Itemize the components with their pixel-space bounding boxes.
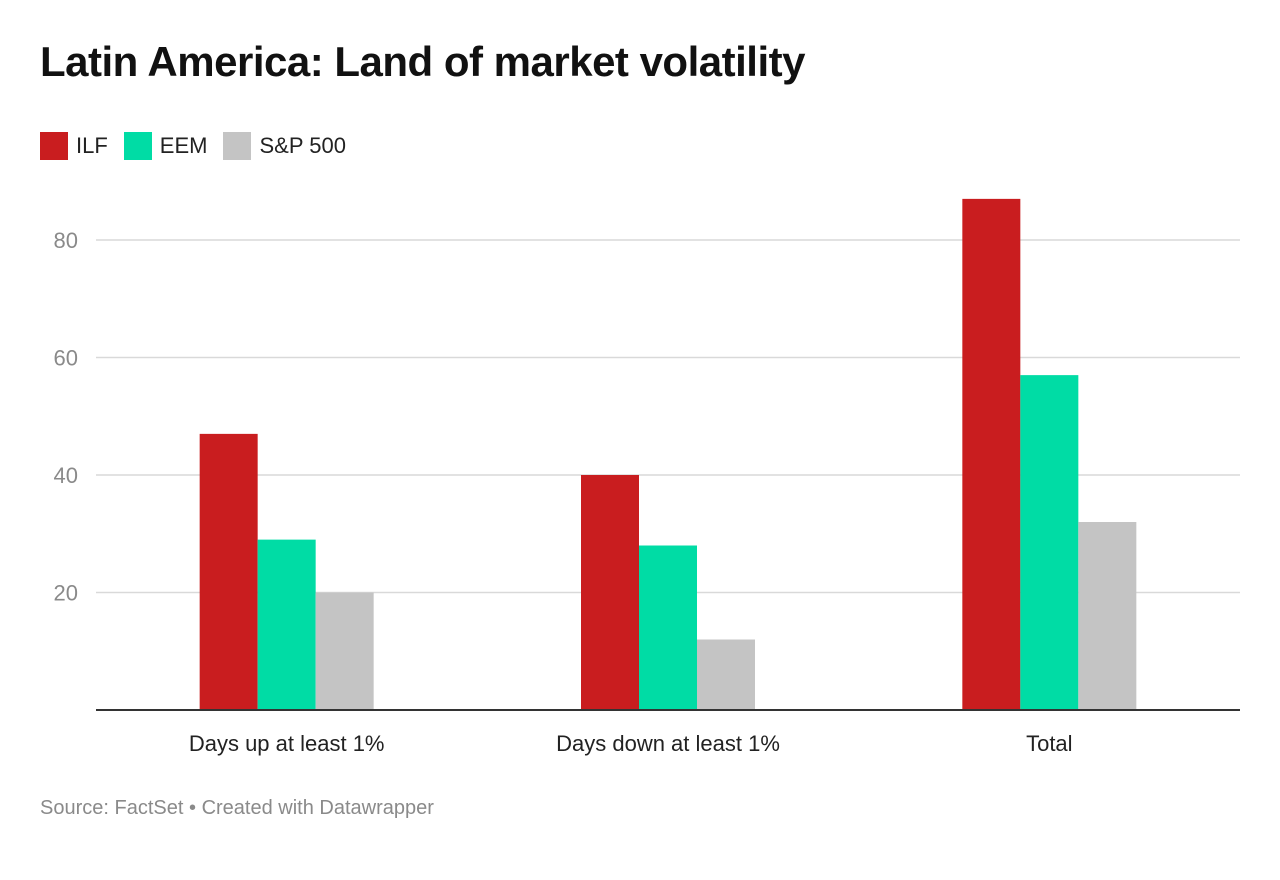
legend-label-sp500: S&P 500 (259, 133, 346, 158)
footer-separator: • (188, 797, 196, 819)
y-tick-label-60: 60 (54, 346, 78, 371)
legend-label-eem: EEM (159, 133, 208, 158)
x-category-label-1: Days up at least 1% (189, 731, 385, 756)
bar-ilf-3 (962, 198, 1021, 710)
bar-eem-1 (257, 539, 316, 710)
legend-item-ilf: ILF (40, 132, 108, 160)
bar-eem-2 (639, 545, 697, 710)
legend-label-ilf: ILF (76, 133, 108, 158)
source-name: FactSet (114, 797, 184, 819)
legend-item-sp500: S&P 500 (223, 132, 346, 160)
legend-swatch-eem (123, 132, 152, 160)
legend-swatch-sp500 (223, 132, 252, 160)
source-label: Source: (40, 797, 109, 819)
y-tick-label-20: 20 (54, 581, 78, 606)
bar-sp500-1 (315, 592, 374, 710)
x-category-label-2: Days down at least 1% (556, 731, 780, 756)
legend-item-eem: EEM (123, 132, 208, 160)
x-category-label-3: Total (1026, 731, 1072, 756)
bar-eem-3 (1020, 375, 1079, 710)
bar-sp500-2 (697, 639, 755, 710)
legend-swatch-ilf (40, 132, 68, 160)
bar-ilf-1 (199, 433, 258, 710)
chart-legend: ILF EEM S&P 500 (40, 131, 362, 161)
bar-ilf-2 (581, 475, 639, 710)
bar-sp500-3 (1078, 522, 1137, 710)
y-tick-label-40: 40 (54, 463, 78, 488)
chart-title: Latin America: Land of market volatility (40, 38, 805, 85)
credit-text: Created with Datawrapper (201, 797, 434, 819)
chart-footer: Source: FactSet • Created with Datawrapp… (40, 797, 434, 820)
y-tick-label-80: 80 (54, 228, 78, 253)
